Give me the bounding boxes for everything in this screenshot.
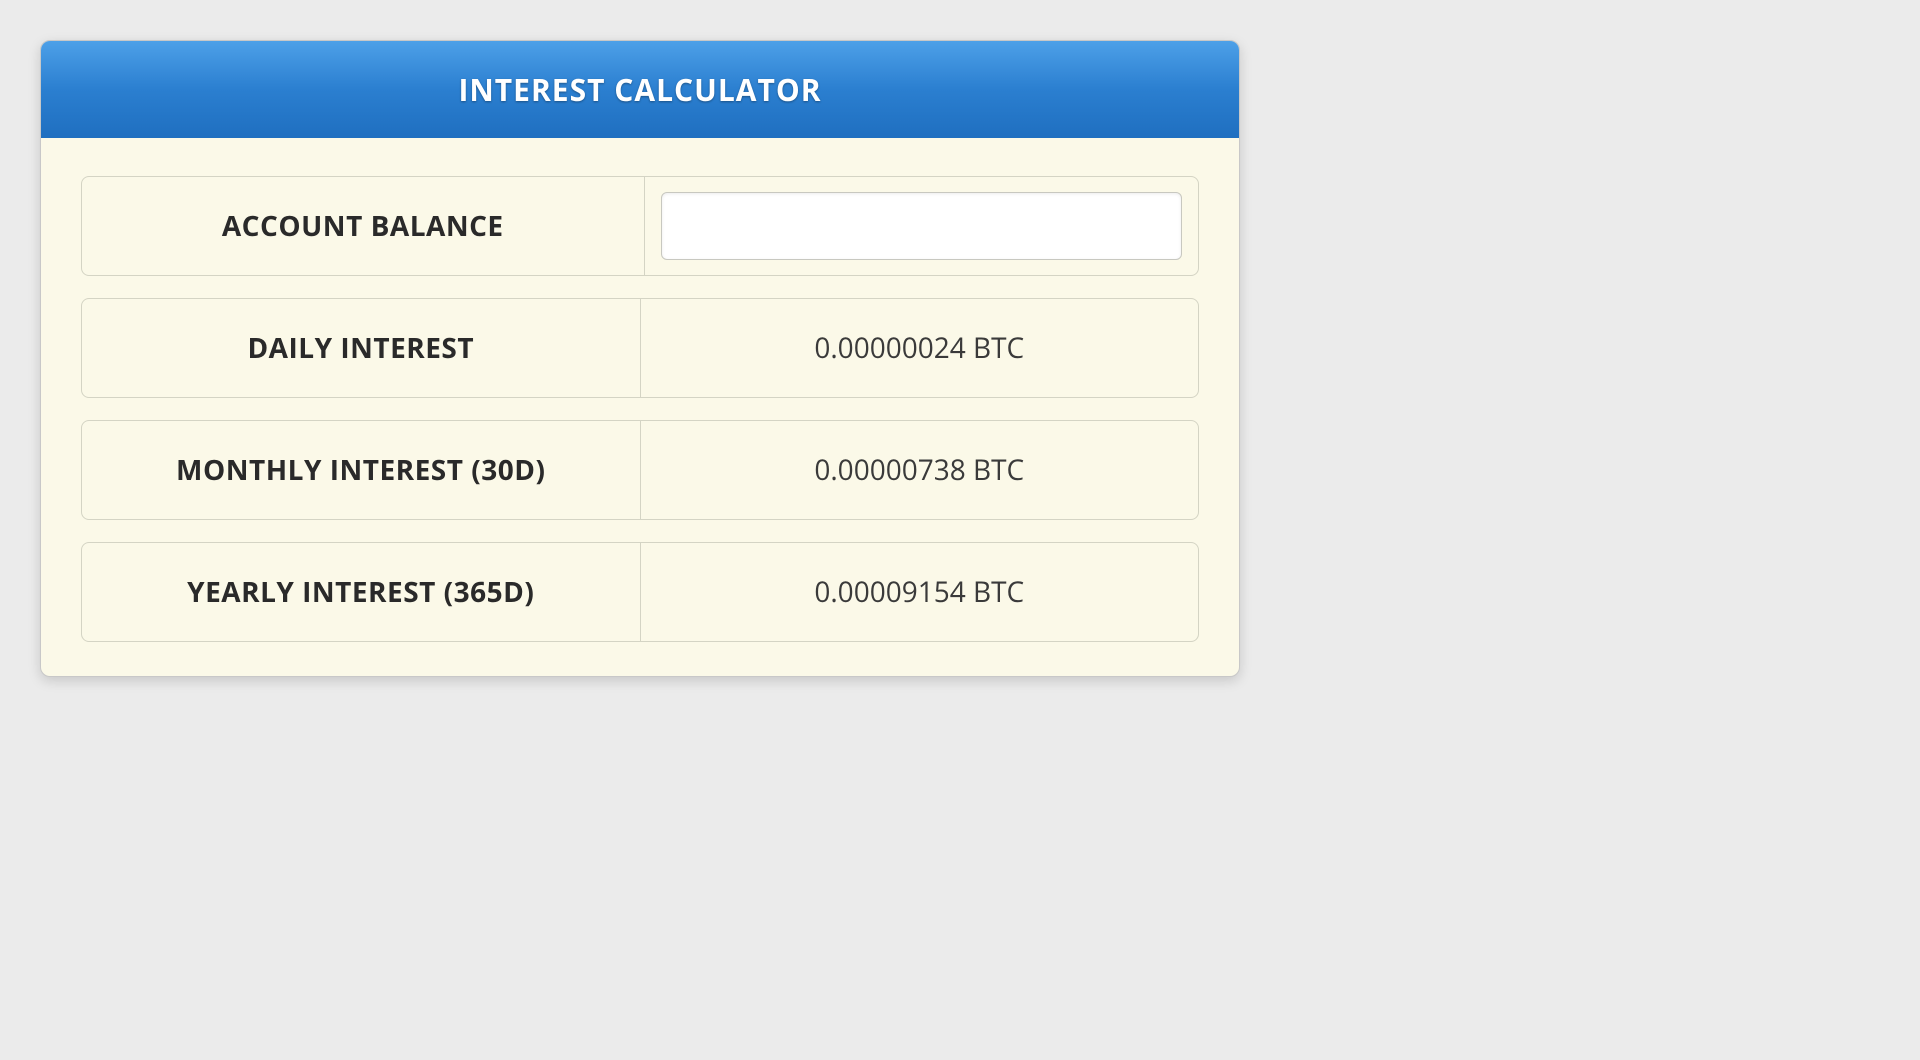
- yearly-interest-label: YEARLY INTEREST (365D): [82, 543, 641, 641]
- daily-interest-value: 0.00000024 BTC: [641, 299, 1199, 397]
- monthly-interest-label: MONTHLY INTEREST (30D): [82, 421, 641, 519]
- panel-body: ACCOUNT BALANCE DAILY INTEREST 0.0000002…: [41, 138, 1239, 676]
- row-daily-interest: DAILY INTEREST 0.00000024 BTC: [81, 298, 1199, 398]
- account-balance-input-cell: [645, 177, 1199, 275]
- row-account-balance: ACCOUNT BALANCE: [81, 176, 1199, 276]
- row-monthly-interest: MONTHLY INTEREST (30D) 0.00000738 BTC: [81, 420, 1199, 520]
- interest-calculator-panel: INTEREST CALCULATOR ACCOUNT BALANCE DAIL…: [40, 40, 1240, 677]
- account-balance-label: ACCOUNT BALANCE: [82, 177, 645, 275]
- row-yearly-interest: YEARLY INTEREST (365D) 0.00009154 BTC: [81, 542, 1199, 642]
- yearly-interest-value: 0.00009154 BTC: [641, 543, 1199, 641]
- monthly-interest-value: 0.00000738 BTC: [641, 421, 1199, 519]
- daily-interest-label: DAILY INTEREST: [82, 299, 641, 397]
- account-balance-input[interactable]: [661, 192, 1183, 260]
- panel-title: INTEREST CALCULATOR: [41, 41, 1239, 138]
